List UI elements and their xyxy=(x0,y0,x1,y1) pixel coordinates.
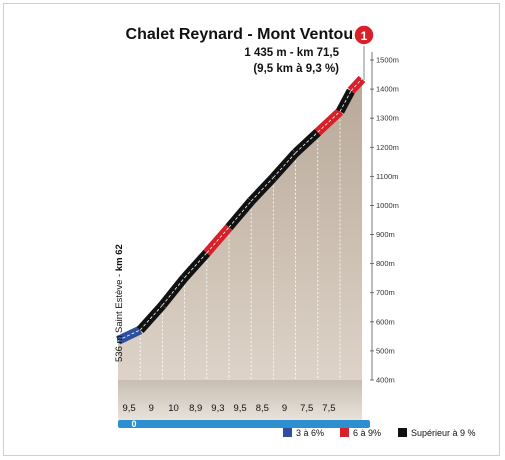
ytick-label: 700m xyxy=(376,288,395,297)
ytick-label: 1000m xyxy=(376,201,399,210)
gradient-label: 9 xyxy=(282,403,287,414)
ytick-label: 1400m xyxy=(376,85,399,94)
gradient-label: 7,5 xyxy=(322,403,335,414)
segment-dash xyxy=(317,111,341,133)
profile-area xyxy=(118,78,362,380)
segment-dash xyxy=(206,227,230,254)
segment-dash xyxy=(184,252,208,278)
legend-swatch xyxy=(283,428,292,437)
segment-dash xyxy=(350,78,363,92)
profile-base xyxy=(118,380,362,420)
ytick-label: 1200m xyxy=(376,143,399,152)
ytick-label: 500m xyxy=(376,346,395,355)
legend-label: 3 à 6% xyxy=(296,428,324,438)
ytick-label: 400m xyxy=(376,376,395,385)
summit-info: 1 435 m - km 71,5 xyxy=(244,47,339,59)
gradient-label: 8,5 xyxy=(256,403,269,414)
ytick-label: 1100m xyxy=(376,172,398,181)
segment-dash xyxy=(228,200,252,228)
gradient-label: 9,5 xyxy=(233,403,246,414)
area-layer: 0 xyxy=(118,78,370,429)
line-layer xyxy=(116,75,366,345)
segment-dash xyxy=(250,177,274,202)
gradient-label: 9 xyxy=(149,403,154,414)
ytick-label: 1500m xyxy=(376,56,399,65)
legend-swatch xyxy=(398,428,407,437)
segment-dash xyxy=(117,329,141,341)
segment-dash xyxy=(295,131,319,154)
label-layer: 9,5 9 10 8,9 9,3 9,5 8,5 9 7,5 7,5 xyxy=(122,403,335,414)
legend-swatch xyxy=(340,428,349,437)
grid-layer: 400m 500m 600m 700m 800m 900m 1000m 1100m 1200m 1… xyxy=(370,52,399,385)
segment-dash xyxy=(273,152,296,178)
climb-marker: 1 xyxy=(353,24,375,80)
km-zero-label: 0 xyxy=(131,419,136,429)
ytick-label: 600m xyxy=(376,317,395,326)
climb-marker-label: 1 xyxy=(361,29,368,43)
segment-dash xyxy=(162,277,185,306)
start-label-km: km 62 xyxy=(114,244,125,271)
ytick-label: 1300m xyxy=(376,114,399,123)
legend: 3 à 6% 6 à 9% Supérieur à 9 % xyxy=(283,428,476,438)
gradient-label: 10 xyxy=(168,403,179,414)
start-label: 536 m Saint Estève - km 62 xyxy=(114,244,125,362)
frame-border xyxy=(3,3,500,456)
gradient-label: 9,3 xyxy=(211,403,224,414)
legend-label: Supérieur à 9 % xyxy=(411,428,476,438)
gradient-label: 8,9 xyxy=(189,403,202,414)
ytick-label: 900m xyxy=(376,230,395,239)
legend-label: 6 à 9% xyxy=(353,428,381,438)
gradient-label: 9,5 xyxy=(122,403,135,414)
start-label-prefix: 536 m Saint Estève - xyxy=(114,271,125,362)
chart-title: Chalet Reynard - Mont Ventoux xyxy=(126,26,363,43)
ytick-label: 800m xyxy=(376,259,395,268)
segment-dash xyxy=(339,90,352,112)
segment-dash xyxy=(139,304,163,331)
km-bar xyxy=(118,420,370,428)
climb-info: (9,5 km à 9,3 %) xyxy=(253,63,339,75)
gradient-label: 7,5 xyxy=(300,403,313,414)
